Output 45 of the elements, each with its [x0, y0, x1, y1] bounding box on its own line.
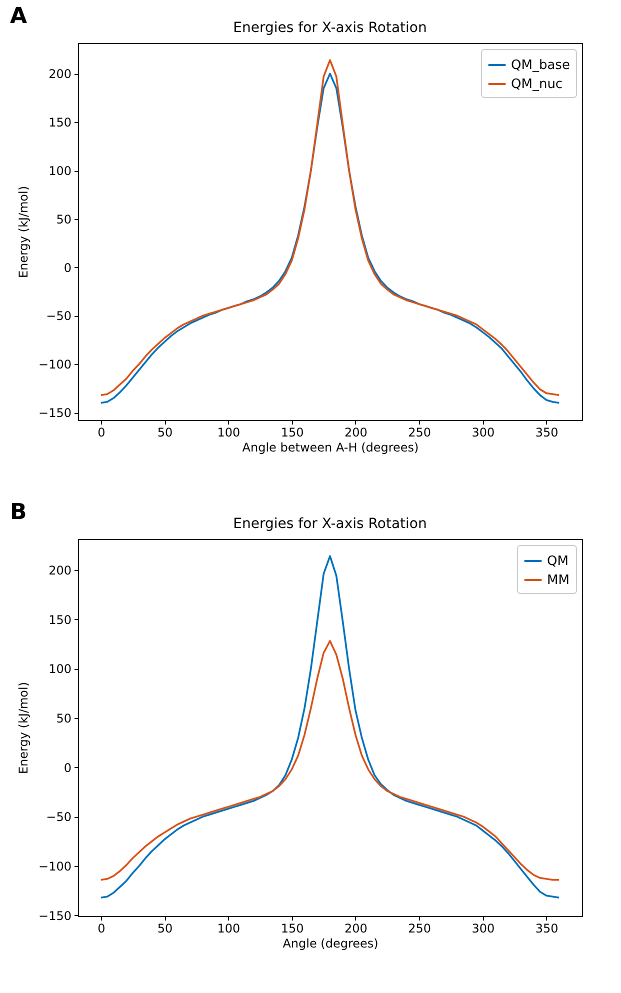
y-tick-label: −50	[46, 810, 72, 824]
legend-label: QM	[547, 554, 568, 569]
x-axis-title: Angle between A-H (degrees)	[242, 440, 419, 454]
x-tick-label: 50	[157, 922, 173, 936]
chart-title: Energies for X-axis Rotation	[233, 516, 427, 532]
legend-label: QM_base	[511, 58, 570, 73]
y-tick-label: 50	[56, 711, 72, 726]
x-tick-label: 100	[217, 426, 240, 440]
legend-label: QM_nuc	[511, 77, 563, 92]
y-tick-label: −100	[38, 860, 72, 874]
y-tick-label: −100	[38, 358, 72, 372]
x-tick-label: 250	[408, 922, 432, 936]
y-tick-label: 150	[48, 116, 72, 130]
y-tick-label: 200	[48, 563, 72, 578]
line-series	[100, 640, 560, 881]
y-tick-label: 150	[48, 612, 72, 627]
x-tick-label: 350	[535, 426, 558, 440]
x-axis-title: Angle (degrees)	[282, 936, 378, 950]
x-tick-label: 100	[217, 922, 240, 936]
x-tick-label: 350	[535, 922, 558, 936]
x-tick-label: 150	[280, 426, 304, 440]
x-tick-label: 200	[344, 922, 368, 936]
y-axis-title: Energy (kJ/mol)	[16, 682, 31, 774]
x-tick-label: 300	[472, 922, 495, 936]
x-tick-label: 0	[98, 426, 106, 440]
x-tick-label: 50	[157, 426, 173, 440]
x-tick-label: 250	[408, 426, 432, 440]
legend-label: MM	[547, 573, 570, 588]
y-tick-label: −50	[46, 309, 72, 324]
y-tick-label: 100	[48, 164, 72, 178]
x-tick-label: 150	[280, 922, 304, 936]
y-tick-label: −150	[38, 908, 72, 923]
y-tick-label: 50	[56, 212, 72, 226]
chart-title: Energies for X-axis Rotation	[233, 20, 427, 36]
x-tick-label: 300	[472, 426, 495, 440]
y-tick-label: −150	[38, 406, 72, 420]
x-tick-label: 0	[98, 922, 106, 936]
x-tick-label: 200	[344, 426, 368, 440]
y-tick-label: 200	[48, 67, 72, 82]
text: B	[10, 500, 27, 525]
y-tick-label: 0	[64, 760, 72, 775]
y-tick-label: 0	[64, 260, 72, 275]
y-tick-label: 100	[48, 662, 72, 676]
y-axis-title: Energy (kJ/mol)	[16, 186, 31, 278]
text: A	[10, 4, 28, 29]
